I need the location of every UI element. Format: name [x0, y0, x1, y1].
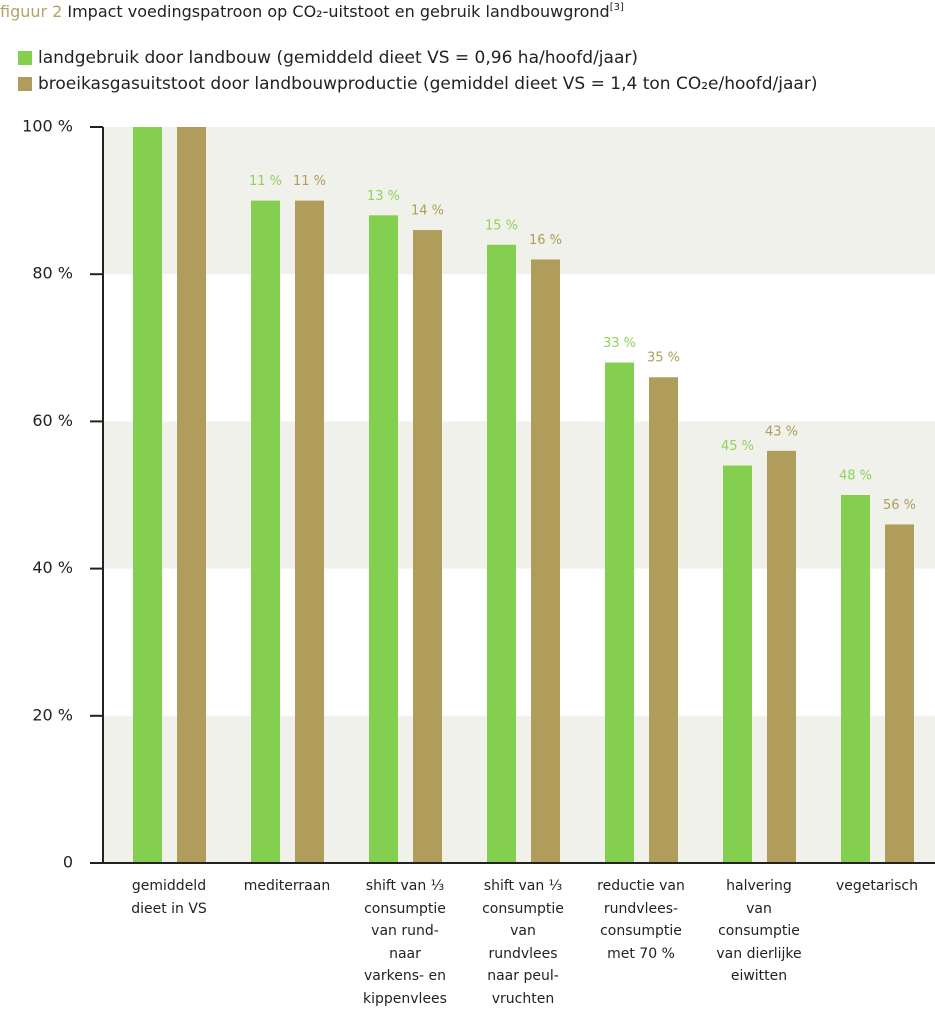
bar	[133, 127, 162, 863]
legend-swatch	[18, 77, 32, 91]
bar-annotation: 48 %	[839, 469, 872, 484]
bar	[369, 215, 398, 863]
grid-band	[103, 421, 935, 569]
bar	[885, 524, 914, 863]
y-tick-label: 100 %	[22, 117, 73, 136]
bar-annotation: 14 %	[411, 204, 444, 219]
bar	[413, 230, 442, 864]
bar-annotation: 11 %	[249, 174, 282, 189]
x-tick-label: halvering van consumptie van dierlijke e…	[716, 878, 802, 984]
y-tick-label: 0	[63, 853, 73, 872]
x-tick-label: mediterraan	[243, 878, 331, 894]
bar-annotation: 11 %	[293, 174, 326, 189]
figure-label: figuur 2	[0, 2, 62, 21]
y-tick-label: 40 %	[32, 558, 73, 577]
bar-annotation: 35 %	[647, 351, 680, 366]
bar	[487, 244, 516, 863]
chart-title: Impact voedingspatroon op CO₂-uitstoot e…	[67, 2, 609, 21]
bar	[605, 362, 634, 863]
bar-annotation: 43 %	[765, 424, 798, 439]
bar	[649, 377, 678, 863]
bar-annotation: 56 %	[883, 498, 916, 513]
legend-label: broeikasgasuitstoot door landbouwproduct…	[38, 74, 817, 94]
legend-label: landgebruik door landbouw (gemiddeld die…	[38, 48, 638, 68]
x-tick-label: vegetarisch	[836, 878, 918, 894]
bar	[177, 127, 206, 863]
x-tick-label: gemiddeld dieet in VS	[131, 878, 207, 917]
bar-annotation: 15 %	[485, 218, 518, 233]
bar	[767, 450, 796, 863]
bar	[723, 465, 752, 863]
bar-annotation: 33 %	[603, 336, 636, 351]
y-tick-label: 20 %	[32, 705, 73, 724]
grid-band	[103, 715, 935, 863]
x-tick-label: reductie van rundvlees- consumptie met 7…	[597, 878, 685, 962]
y-tick-label: 60 %	[32, 411, 73, 430]
bar-annotation: 16 %	[529, 233, 562, 248]
x-tick-label: shift van ⅓ consumptie van rundvlees naa…	[482, 878, 564, 1007]
bar	[841, 495, 870, 863]
x-tick-label: shift van ⅓ consumptie van rund- naar va…	[363, 878, 447, 1007]
legend-swatch	[18, 51, 32, 65]
bar-annotation: 45 %	[721, 439, 754, 454]
y-tick-label: 80 %	[32, 264, 73, 283]
footnote: [3]	[610, 2, 624, 13]
bar	[295, 200, 324, 864]
chart-title-line: figuur 2 Impact voedingspatroon op CO₂-ui…	[0, 2, 624, 21]
bar-annotation: 13 %	[367, 189, 400, 204]
grid-band	[103, 127, 935, 275]
bar	[251, 200, 280, 864]
bar	[531, 259, 560, 864]
